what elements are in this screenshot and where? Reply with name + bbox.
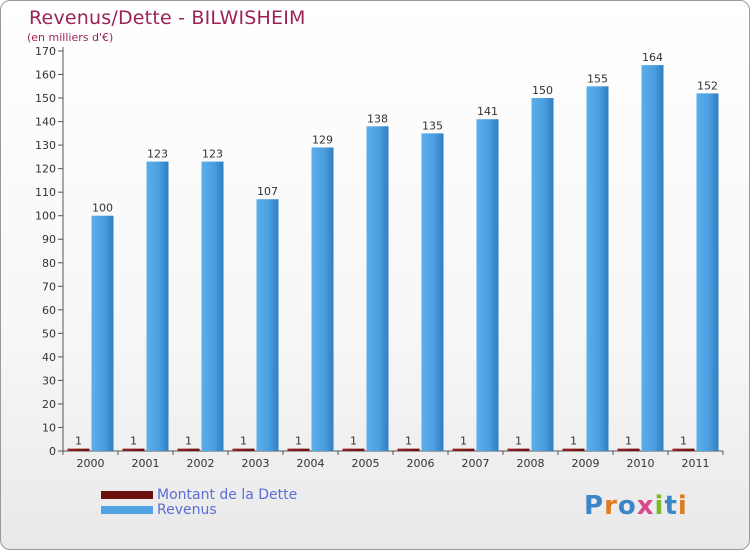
y-tick-label: 40 — [42, 351, 56, 364]
legend-item-debt: Montant de la Dette — [101, 487, 297, 503]
y-tick-label: 140 — [35, 116, 56, 129]
y-tick-label: 80 — [42, 257, 56, 270]
logo-letter: r — [604, 491, 618, 521]
revenue-bar — [696, 93, 719, 452]
legend-label-revenue: Revenus — [157, 502, 217, 518]
debt-bar — [672, 448, 695, 451]
debt-bar — [67, 448, 90, 451]
debt-value-label: 1 — [460, 435, 467, 448]
debt-value-label: 1 — [295, 435, 302, 448]
revenue-value-label: 152 — [697, 79, 718, 92]
debt-value-label: 1 — [515, 435, 522, 448]
revenue-bar — [641, 65, 664, 451]
y-tick-label: 10 — [42, 421, 56, 434]
revenue-bar — [531, 98, 554, 451]
x-tick-label: 2005 — [352, 457, 380, 470]
debt-value-label: 1 — [405, 435, 412, 448]
revenue-value-label: 123 — [202, 148, 223, 161]
y-tick-label: 60 — [42, 304, 56, 317]
revenue-bar — [311, 147, 334, 451]
y-tick-label: 30 — [42, 374, 56, 387]
revenue-value-label: 141 — [477, 105, 498, 118]
logo-letter: t — [664, 491, 678, 521]
debt-bar — [397, 448, 420, 451]
debt-bar — [342, 448, 365, 451]
x-tick-label: 2001 — [132, 457, 160, 470]
revenue-value-label: 138 — [367, 112, 388, 125]
revenue-value-label: 123 — [147, 148, 168, 161]
legend-swatch-revenue — [101, 506, 153, 514]
debt-bar — [562, 448, 585, 451]
debt-value-label: 1 — [680, 435, 687, 448]
logo-letter: P — [584, 491, 605, 521]
y-tick-label: 170 — [35, 45, 56, 58]
x-tick-label: 2004 — [297, 457, 325, 470]
debt-value-label: 1 — [625, 435, 632, 448]
revenue-bar — [476, 119, 499, 451]
y-tick-label: 150 — [35, 92, 56, 105]
x-tick-label: 2007 — [462, 457, 490, 470]
revenue-value-label: 155 — [587, 72, 608, 85]
debt-bar — [122, 448, 145, 451]
legend-item-revenue: Revenus — [101, 502, 217, 518]
y-tick-label: 70 — [42, 280, 56, 293]
revenue-value-label: 164 — [642, 51, 663, 64]
logo-letter: i — [654, 491, 665, 521]
debt-bar — [232, 448, 255, 451]
debt-value-label: 1 — [570, 435, 577, 448]
debt-bar — [287, 448, 310, 451]
chart-subtitle: (en milliers d'€) — [27, 31, 114, 44]
y-tick-label: 90 — [42, 233, 56, 246]
revenue-bar — [91, 215, 114, 451]
revenue-bar — [146, 161, 169, 451]
y-tick-label: 120 — [35, 163, 56, 176]
logo-letter: i — [677, 491, 688, 521]
x-tick-label: 2008 — [517, 457, 545, 470]
y-tick-label: 0 — [49, 445, 56, 458]
revenue-bar — [586, 86, 609, 451]
x-tick-label: 2010 — [627, 457, 655, 470]
y-tick-label: 130 — [35, 139, 56, 152]
debt-value-label: 1 — [350, 435, 357, 448]
revenue-value-label: 135 — [422, 119, 443, 132]
debt-value-label: 1 — [130, 435, 137, 448]
revenue-value-label: 129 — [312, 133, 333, 146]
debt-bar — [452, 448, 475, 451]
debt-bar — [617, 448, 640, 451]
revenue-value-label: 107 — [257, 185, 278, 198]
debt-bar — [507, 448, 530, 451]
y-tick-label: 20 — [42, 398, 56, 411]
y-tick-label: 160 — [35, 69, 56, 82]
revenue-bar — [201, 161, 224, 451]
x-tick-label: 2011 — [682, 457, 710, 470]
y-tick-label: 100 — [35, 210, 56, 223]
x-tick-label: 2000 — [77, 457, 105, 470]
debt-value-label: 1 — [185, 435, 192, 448]
x-tick-label: 2006 — [407, 457, 435, 470]
revenue-bar — [366, 126, 389, 451]
revenue-value-label: 150 — [532, 84, 553, 97]
proxiti-logo: Proxiti — [584, 491, 688, 521]
y-tick-label: 50 — [42, 327, 56, 340]
logo-letter: o — [617, 491, 637, 521]
debt-value-label: 1 — [75, 435, 82, 448]
legend-swatch-debt — [101, 491, 153, 499]
y-tick-label: 110 — [35, 186, 56, 199]
revenue-bar — [256, 199, 279, 451]
x-tick-label: 2009 — [572, 457, 600, 470]
x-tick-label: 2002 — [187, 457, 215, 470]
revenue-bar — [421, 133, 444, 451]
debt-value-label: 1 — [240, 435, 247, 448]
x-tick-label: 2003 — [242, 457, 270, 470]
legend-label-debt: Montant de la Dette — [157, 487, 298, 503]
logo-letter: x — [636, 491, 655, 521]
chart-title: Revenus/Dette - BILWISHEIM — [29, 7, 306, 29]
debt-bar — [177, 448, 200, 451]
revenue-value-label: 100 — [92, 202, 113, 215]
